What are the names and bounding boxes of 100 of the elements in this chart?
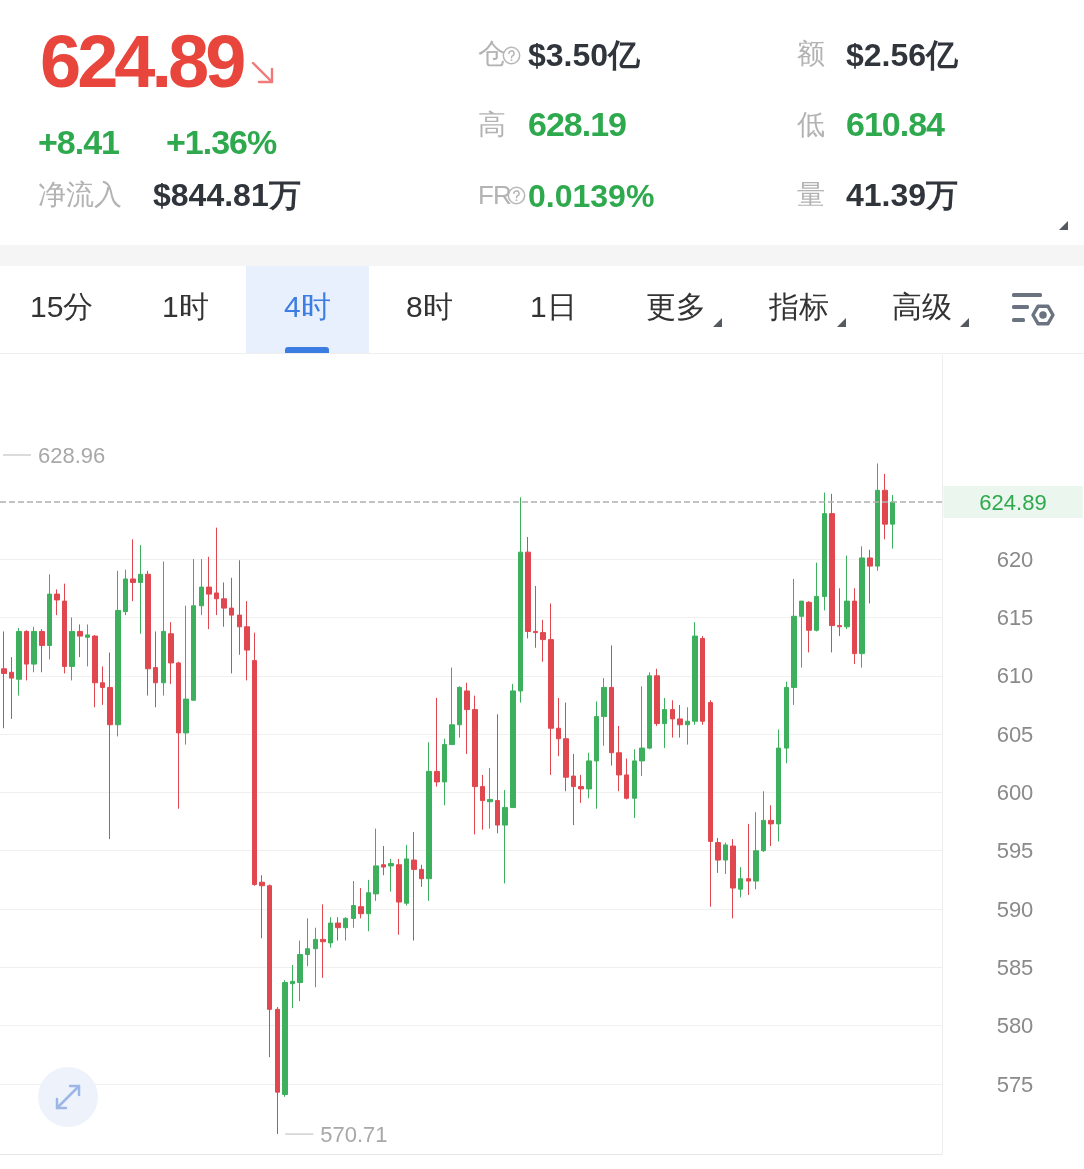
text: 量 (797, 179, 825, 210)
candlestick (161, 560, 166, 697)
text: 指标 (769, 290, 829, 323)
text: 1时 (162, 290, 209, 323)
candlestick (723, 842, 728, 875)
candlestick (168, 621, 174, 685)
candlestick (533, 585, 538, 649)
candlestick (69, 616, 75, 681)
candlestick (282, 979, 288, 1098)
candlestick (1, 630, 7, 729)
text: $2.56亿 (846, 37, 959, 73)
candlestick (305, 917, 310, 967)
candlestick (556, 697, 561, 757)
candlestick (616, 725, 622, 792)
candlestick (685, 706, 690, 746)
candlestick (495, 713, 500, 834)
candlestick (351, 880, 356, 929)
candlestick (791, 578, 797, 706)
candlestick (396, 858, 402, 936)
candlestick (297, 940, 303, 1002)
candlestick (115, 570, 121, 737)
candlestick (388, 858, 394, 893)
candlestick (677, 704, 683, 739)
candlestick (335, 916, 341, 942)
candlestick (123, 569, 128, 616)
candlestick (252, 632, 257, 887)
candlestick (563, 702, 569, 792)
candlestick (366, 879, 371, 932)
text: 628.19 (528, 105, 626, 143)
candlestick (176, 661, 181, 810)
candlestick (449, 667, 455, 746)
candlestick (39, 628, 45, 673)
text: +1.36% (166, 123, 277, 161)
text: 高 (478, 109, 506, 140)
candlestick (806, 600, 812, 653)
candlestick (145, 570, 151, 697)
candlestick (107, 651, 113, 840)
candlestick (328, 916, 333, 949)
candlestick (9, 656, 14, 720)
candlestick (434, 697, 440, 788)
y-tick-label: 595 (996, 838, 1034, 864)
ref-line-label: 624.89 (979, 489, 1047, 515)
candlestick (799, 600, 804, 669)
candlestick (814, 562, 819, 632)
annotation: 628.96 (38, 442, 106, 468)
text: 41.39万 (846, 177, 959, 213)
y-tick-label: 610 (996, 663, 1034, 689)
text: 1日 (530, 290, 577, 323)
candlestick (426, 741, 432, 902)
candlestick (768, 804, 774, 847)
candlestick (518, 496, 523, 704)
text: FR (478, 180, 511, 210)
candlestick (639, 685, 645, 777)
annotation: 570.71 (320, 1121, 388, 1147)
candlestick (381, 845, 386, 876)
text: $844.81万 (153, 177, 301, 213)
candlestick (290, 964, 295, 1009)
y-tick-label: 580 (996, 1013, 1034, 1039)
candlestick (867, 549, 873, 604)
candlestick (844, 555, 850, 630)
candlestick (24, 629, 29, 681)
candlestick (753, 811, 759, 890)
candlestick (548, 602, 554, 776)
candlestick (267, 884, 272, 1058)
candlestick (100, 665, 105, 706)
candlestick (358, 887, 364, 919)
candlestick (206, 556, 212, 630)
candlestick (540, 619, 546, 663)
candlestick (138, 544, 143, 635)
text: 低 (797, 109, 825, 140)
candlestick (859, 545, 865, 669)
candlestick (130, 538, 136, 602)
candlestick (16, 627, 22, 697)
candlestick (442, 738, 447, 806)
text: $3.50亿 (528, 37, 641, 73)
candlestick (746, 823, 751, 896)
candlestick (761, 790, 766, 853)
y-tick-label: 605 (996, 721, 1034, 747)
candlestick (404, 844, 409, 907)
y-tick-label: 575 (996, 1071, 1034, 1097)
candlestick (373, 828, 379, 902)
candlestick (715, 837, 721, 874)
candlestick (54, 588, 60, 616)
candlestick (594, 700, 599, 810)
text: 610.84 (846, 105, 944, 143)
candlestick (624, 758, 629, 800)
candlestick (784, 681, 789, 764)
candlestick (92, 634, 98, 708)
candlestick (480, 774, 485, 831)
text: 额 (797, 38, 825, 69)
chart-title: 624.89 (40, 20, 243, 103)
candlestick (692, 621, 698, 726)
text: 0.0139% (528, 178, 655, 214)
candlestick (275, 1006, 280, 1135)
candlestick (472, 695, 478, 835)
candlestick (411, 831, 417, 942)
candlestick (776, 728, 781, 842)
candlestick (31, 626, 37, 673)
candlestick (829, 493, 835, 653)
text: 4时 (284, 290, 331, 323)
